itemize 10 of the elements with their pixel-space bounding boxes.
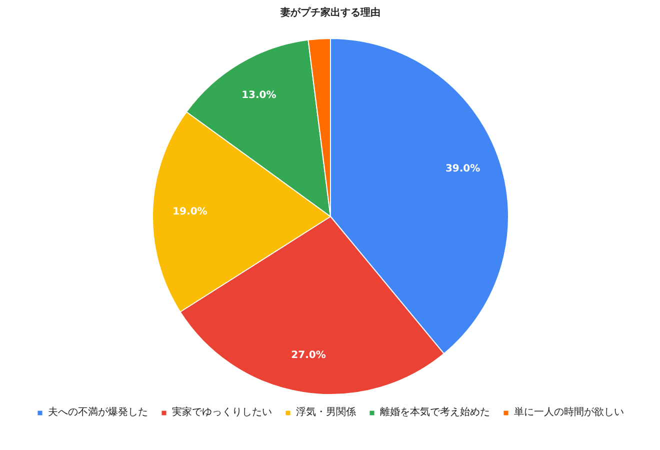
legend-label: 夫への不満が爆発した bbox=[48, 406, 148, 419]
legend-label: 浮気・男関係 bbox=[296, 406, 356, 419]
data-label: 27.0% bbox=[291, 350, 326, 361]
legend-label: 実家でゆっくりしたい bbox=[172, 406, 272, 419]
data-label: 39.0% bbox=[445, 163, 480, 174]
chart-title: 妻がプチ家出する理由 bbox=[280, 6, 380, 18]
legend-label: 離婚を本気で考え始めた bbox=[380, 406, 490, 419]
legend-label: 単に一人の時間が欲しい bbox=[514, 406, 624, 419]
data-label: 13.0% bbox=[242, 90, 276, 101]
data-label: 19.0% bbox=[172, 206, 208, 218]
